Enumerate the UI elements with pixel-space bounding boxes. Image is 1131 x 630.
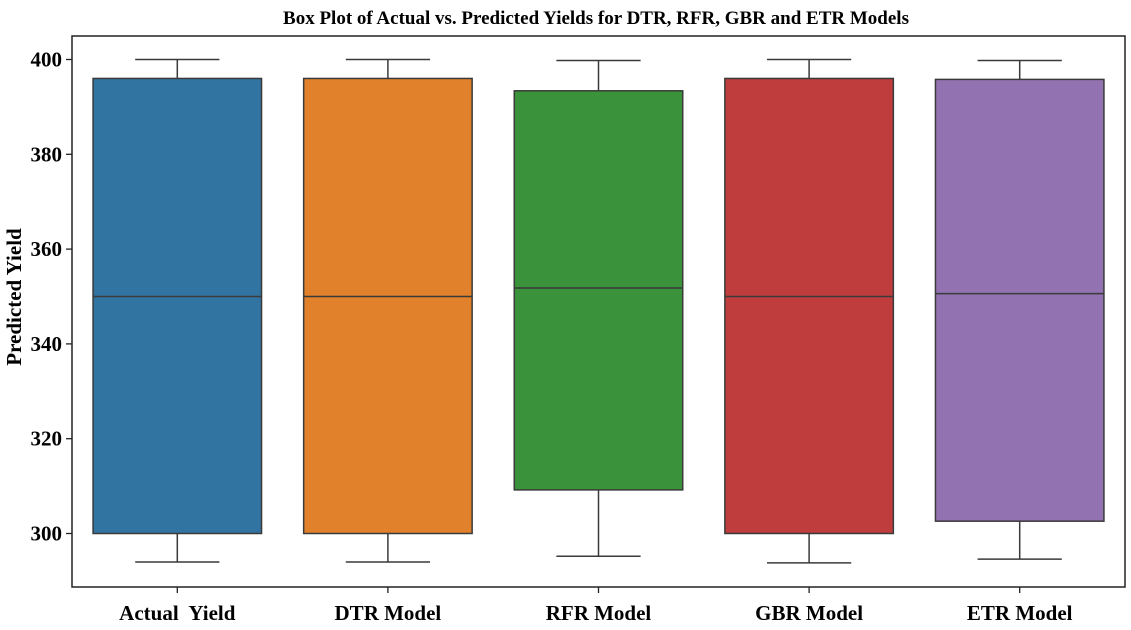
y-tick-label: 320	[31, 427, 63, 451]
y-tick-label: 360	[31, 237, 63, 261]
y-axis-label: Predicted Yield	[2, 228, 26, 366]
marks-layer	[92, 58, 1105, 564]
axis-layer: 300 320 340 360 380 400 Actual Yield DTR Model R…	[31, 48, 1073, 626]
box-group	[724, 58, 895, 564]
y-tick-label: 380	[31, 142, 63, 166]
x-tick-label: RFR Model	[546, 601, 652, 625]
y-tick-label: 340	[31, 332, 63, 356]
box-body	[934, 78, 1105, 522]
box-group	[302, 58, 473, 563]
y-tick-label: 400	[31, 48, 63, 72]
box-group	[934, 59, 1105, 560]
box-body	[92, 77, 263, 535]
box-body	[302, 77, 473, 535]
box-body	[513, 90, 684, 491]
x-tick-label: ETR Model	[967, 601, 1073, 625]
x-tick-label: GBR Model	[755, 601, 863, 625]
x-tick-label: DTR Model	[335, 601, 442, 625]
box-body	[724, 77, 895, 535]
y-tick-label: 300	[31, 522, 63, 546]
chart-title: Box Plot of Actual vs. Predicted Yields …	[283, 8, 909, 29]
box-group	[92, 58, 263, 563]
box-group	[513, 59, 684, 558]
x-tick-label: Actual Yield	[119, 601, 236, 625]
